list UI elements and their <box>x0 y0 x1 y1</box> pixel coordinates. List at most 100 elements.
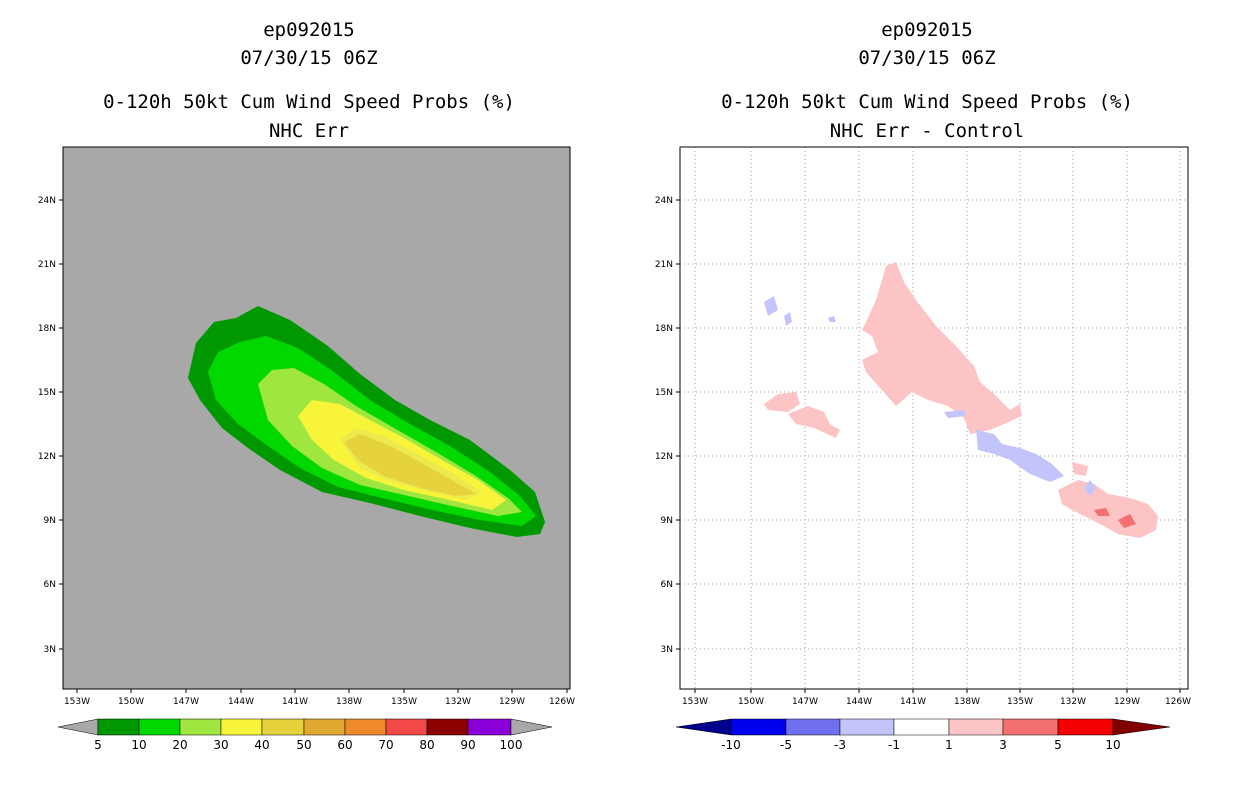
lon-label: 144W <box>228 697 254 707</box>
left-product-title: 0-120h 50kt Cum Wind Speed Probs (%) <box>103 91 515 113</box>
diff-neg-1-3-west <box>764 296 778 316</box>
left-valid-time: 07/30/15 06Z <box>240 47 378 69</box>
left-lat-labels: 24N 21N 18N 15N 12N 9N 6N 3N <box>38 196 56 655</box>
colorbar-swatch <box>893 718 950 736</box>
colorbar-swatch <box>261 718 305 736</box>
lat-label: 3N <box>44 645 56 655</box>
lat-label: 21N <box>38 260 56 270</box>
left-map: 153W 150W 147W 144W 141W 138W 135W 132W … <box>38 146 575 752</box>
colorbar-swatch <box>138 718 181 736</box>
lat-label: 18N <box>655 324 673 334</box>
left-lat-ticks <box>59 199 63 650</box>
lon-label: 138W <box>336 697 362 707</box>
lat-label: 12N <box>38 452 56 462</box>
lat-label: 24N <box>655 196 673 206</box>
lon-label: 126W <box>1165 697 1191 707</box>
contour-50 <box>344 434 476 496</box>
lon-label: 129W <box>499 697 525 707</box>
lon-label: 150W <box>738 697 764 707</box>
diff-pos-1-3-mid <box>788 406 840 438</box>
colorbar-swatch <box>730 718 787 736</box>
left-colorbar: 5 10 20 30 40 50 60 70 80 90 100 <box>57 718 553 752</box>
colorbar-label: 100 <box>500 738 523 752</box>
right-panel: ep092015 07/30/15 06Z 0-120h 50kt Cum Wi… <box>618 0 1236 800</box>
colorbar-swatch <box>426 718 469 736</box>
colorbar-label: 40 <box>254 738 269 752</box>
left-map-frame <box>62 146 571 690</box>
colorbar-label: 5 <box>94 738 102 752</box>
colorbar-arrow-low <box>57 718 99 736</box>
diff-neg-1-3-west2 <box>784 312 792 326</box>
lat-label: 6N <box>661 580 673 590</box>
colorbar-swatch <box>97 718 140 736</box>
colorbar-label: 50 <box>296 738 311 752</box>
colorbar-label: 3 <box>999 738 1007 752</box>
right-subtitle: NHC Err - Control <box>829 120 1025 142</box>
diff-pos-1-3-west <box>764 392 800 412</box>
lat-label: 24N <box>38 196 56 206</box>
left-lon-labels: 153W 150W 147W 144W 141W 138W 135W 132W … <box>64 697 575 707</box>
lat-label: 9N <box>661 516 673 526</box>
lat-label: 15N <box>655 388 673 398</box>
lon-label: 153W <box>64 697 90 707</box>
colorbar-arrow-high <box>510 718 553 736</box>
lat-label: 15N <box>38 388 56 398</box>
colorbar-label: 80 <box>419 738 434 752</box>
colorbar-swatch <box>303 718 346 736</box>
colorbar-label: -3 <box>834 738 846 752</box>
colorbar-label: 90 <box>460 738 475 752</box>
lon-label: 144W <box>846 697 872 707</box>
colorbar-label: -1 <box>888 738 900 752</box>
right-map-background <box>680 147 1188 689</box>
lon-label: 138W <box>954 697 980 707</box>
lon-label: 147W <box>792 697 818 707</box>
right-colorbar: -10 -5 -3 -1 1 3 5 10 <box>675 718 1171 752</box>
right-lat-ticks <box>676 199 680 650</box>
colorbar-label: 10 <box>1105 738 1120 752</box>
lat-label: 18N <box>38 324 56 334</box>
lon-label: 141W <box>900 697 926 707</box>
right-map: 153W 150W 147W 144W 141W 138W 135W 132W … <box>655 146 1191 752</box>
colorbar-label: 30 <box>213 738 228 752</box>
lon-label: 141W <box>282 697 308 707</box>
colorbar-swatch <box>1057 718 1114 736</box>
colorbar-label: 10 <box>131 738 146 752</box>
right-lon-labels: 153W 150W 147W 144W 141W 138W 135W 132W … <box>682 697 1191 707</box>
lon-label: 129W <box>1114 697 1140 707</box>
lon-label: 153W <box>682 697 708 707</box>
lon-label: 132W <box>445 697 471 707</box>
colorbar-label: 5 <box>1054 738 1062 752</box>
left-storm-id: ep092015 <box>263 19 355 41</box>
colorbar-swatch <box>1002 718 1059 736</box>
colorbar-swatch <box>785 718 841 736</box>
lat-label: 6N <box>44 580 56 590</box>
colorbar-arrow-low <box>675 718 732 736</box>
right-lon-ticks <box>694 689 1181 693</box>
left-subtitle: NHC Err <box>268 120 350 142</box>
colorbar-swatch <box>220 718 263 736</box>
right-valid-time: 07/30/15 06Z <box>858 47 996 69</box>
left-panel: ep092015 07/30/15 06Z 0-120h 50kt Cum Wi… <box>38 19 575 752</box>
lon-label: 150W <box>118 697 144 707</box>
right-product-title: 0-120h 50kt Cum Wind Speed Probs (%) <box>721 91 1133 113</box>
right-storm-id: ep092015 <box>881 19 973 41</box>
diff-neg-1-3-east <box>1084 480 1096 496</box>
diff-pos-1-3 <box>862 262 1022 434</box>
lon-label: 135W <box>391 697 417 707</box>
colorbar-swatch <box>385 718 428 736</box>
colorbar-label: -5 <box>780 738 792 752</box>
colorbar-swatch <box>179 718 222 736</box>
diff-neg-1-3-small <box>944 410 966 418</box>
lon-label: 126W <box>549 697 575 707</box>
lat-label: 12N <box>655 452 673 462</box>
colorbar-label: 20 <box>172 738 187 752</box>
lat-label: 9N <box>44 516 56 526</box>
lat-label: 21N <box>655 260 673 270</box>
lon-label: 147W <box>173 697 199 707</box>
colorbar-label: 70 <box>378 738 393 752</box>
colorbar-swatch <box>839 718 895 736</box>
right-difference-contours <box>764 262 1158 538</box>
colorbar-swatch <box>948 718 1004 736</box>
lon-label: 132W <box>1060 697 1086 707</box>
diff-pos-1-3-patch <box>1072 462 1088 476</box>
